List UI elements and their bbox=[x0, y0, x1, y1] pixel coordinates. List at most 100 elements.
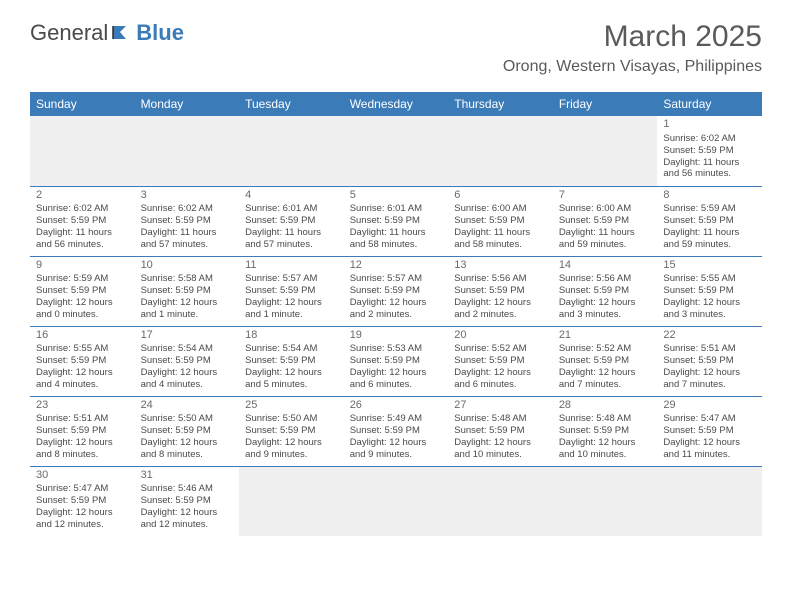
day-cell: 13Sunrise: 5:56 AMSunset: 5:59 PMDayligh… bbox=[448, 256, 553, 326]
sunrise-text: Sunrise: 5:52 AM bbox=[559, 343, 652, 355]
day-cell: 31Sunrise: 5:46 AMSunset: 5:59 PMDayligh… bbox=[135, 466, 240, 536]
sunrise-text: Sunrise: 6:00 AM bbox=[454, 203, 547, 215]
daylight-text: Daylight: 11 hours and 59 minutes. bbox=[663, 227, 756, 251]
day-cell: 27Sunrise: 5:48 AMSunset: 5:59 PMDayligh… bbox=[448, 396, 553, 466]
daylight-text: Daylight: 11 hours and 59 minutes. bbox=[559, 227, 652, 251]
sunset-text: Sunset: 5:59 PM bbox=[350, 425, 443, 437]
sunset-text: Sunset: 5:59 PM bbox=[663, 425, 756, 437]
day-cell: 16Sunrise: 5:55 AMSunset: 5:59 PMDayligh… bbox=[30, 326, 135, 396]
day-cell: 11Sunrise: 5:57 AMSunset: 5:59 PMDayligh… bbox=[239, 256, 344, 326]
sunset-text: Sunset: 5:59 PM bbox=[36, 215, 129, 227]
logo-text-1: General bbox=[30, 20, 108, 46]
day-cell: 29Sunrise: 5:47 AMSunset: 5:59 PMDayligh… bbox=[657, 396, 762, 466]
day-number: 30 bbox=[36, 469, 129, 483]
sunset-text: Sunset: 5:59 PM bbox=[245, 425, 338, 437]
sunrise-text: Sunrise: 6:00 AM bbox=[559, 203, 652, 215]
daylight-text: Daylight: 12 hours and 12 minutes. bbox=[141, 507, 234, 531]
day-cell: 10Sunrise: 5:58 AMSunset: 5:59 PMDayligh… bbox=[135, 256, 240, 326]
day-number: 25 bbox=[245, 399, 338, 413]
title-block: March 2025 Orong, Western Visayas, Phili… bbox=[503, 20, 762, 76]
logo: General Blue bbox=[30, 20, 184, 46]
day-number: 28 bbox=[559, 399, 652, 413]
day-number: 11 bbox=[245, 259, 338, 273]
daylight-text: Daylight: 12 hours and 1 minute. bbox=[245, 297, 338, 321]
day-cell: 4Sunrise: 6:01 AMSunset: 5:59 PMDaylight… bbox=[239, 186, 344, 256]
week-row: 30Sunrise: 5:47 AMSunset: 5:59 PMDayligh… bbox=[30, 466, 762, 536]
day-number: 15 bbox=[663, 259, 756, 273]
daylight-text: Daylight: 11 hours and 58 minutes. bbox=[454, 227, 547, 251]
sunset-text: Sunset: 5:59 PM bbox=[454, 425, 547, 437]
sunrise-text: Sunrise: 5:55 AM bbox=[36, 343, 129, 355]
day-cell: 20Sunrise: 5:52 AMSunset: 5:59 PMDayligh… bbox=[448, 326, 553, 396]
sunrise-text: Sunrise: 5:55 AM bbox=[663, 273, 756, 285]
week-row: 2Sunrise: 6:02 AMSunset: 5:59 PMDaylight… bbox=[30, 186, 762, 256]
sunset-text: Sunset: 5:59 PM bbox=[350, 355, 443, 367]
sunset-text: Sunset: 5:59 PM bbox=[350, 215, 443, 227]
sunset-text: Sunset: 5:59 PM bbox=[663, 355, 756, 367]
day-cell: 21Sunrise: 5:52 AMSunset: 5:59 PMDayligh… bbox=[553, 326, 658, 396]
daylight-text: Daylight: 12 hours and 3 minutes. bbox=[663, 297, 756, 321]
day-cell: 22Sunrise: 5:51 AMSunset: 5:59 PMDayligh… bbox=[657, 326, 762, 396]
day-number: 4 bbox=[245, 189, 338, 203]
daylight-text: Daylight: 12 hours and 5 minutes. bbox=[245, 367, 338, 391]
daylight-text: Daylight: 12 hours and 4 minutes. bbox=[141, 367, 234, 391]
day-cell: 2Sunrise: 6:02 AMSunset: 5:59 PMDaylight… bbox=[30, 186, 135, 256]
sunrise-text: Sunrise: 6:02 AM bbox=[663, 133, 756, 145]
sunrise-text: Sunrise: 5:57 AM bbox=[245, 273, 338, 285]
day-number: 13 bbox=[454, 259, 547, 273]
daylight-text: Daylight: 12 hours and 7 minutes. bbox=[663, 367, 756, 391]
day-cell: 18Sunrise: 5:54 AMSunset: 5:59 PMDayligh… bbox=[239, 326, 344, 396]
daylight-text: Daylight: 12 hours and 11 minutes. bbox=[663, 437, 756, 461]
sunrise-text: Sunrise: 5:53 AM bbox=[350, 343, 443, 355]
sunset-text: Sunset: 5:59 PM bbox=[559, 425, 652, 437]
day-cell: 19Sunrise: 5:53 AMSunset: 5:59 PMDayligh… bbox=[344, 326, 449, 396]
sunrise-text: Sunrise: 6:02 AM bbox=[36, 203, 129, 215]
sunset-text: Sunset: 5:59 PM bbox=[141, 215, 234, 227]
daylight-text: Daylight: 12 hours and 10 minutes. bbox=[454, 437, 547, 461]
day-number: 9 bbox=[36, 259, 129, 273]
sunset-text: Sunset: 5:59 PM bbox=[454, 355, 547, 367]
week-row: 23Sunrise: 5:51 AMSunset: 5:59 PMDayligh… bbox=[30, 396, 762, 466]
day-cell: 14Sunrise: 5:56 AMSunset: 5:59 PMDayligh… bbox=[553, 256, 658, 326]
day-number: 29 bbox=[663, 399, 756, 413]
week-row: 16Sunrise: 5:55 AMSunset: 5:59 PMDayligh… bbox=[30, 326, 762, 396]
day-number: 14 bbox=[559, 259, 652, 273]
sunset-text: Sunset: 5:59 PM bbox=[663, 215, 756, 227]
sunrise-text: Sunrise: 5:50 AM bbox=[245, 413, 338, 425]
day-header: Tuesday bbox=[239, 92, 344, 116]
sunrise-text: Sunrise: 5:49 AM bbox=[350, 413, 443, 425]
sunset-text: Sunset: 5:59 PM bbox=[559, 215, 652, 227]
daylight-text: Daylight: 12 hours and 2 minutes. bbox=[454, 297, 547, 321]
daylight-text: Daylight: 11 hours and 56 minutes. bbox=[36, 227, 129, 251]
sunrise-text: Sunrise: 5:52 AM bbox=[454, 343, 547, 355]
daylight-text: Daylight: 12 hours and 3 minutes. bbox=[559, 297, 652, 321]
sunset-text: Sunset: 5:59 PM bbox=[663, 145, 756, 157]
sunset-text: Sunset: 5:59 PM bbox=[36, 285, 129, 297]
daylight-text: Daylight: 11 hours and 56 minutes. bbox=[663, 157, 756, 181]
empty-cell bbox=[239, 116, 344, 186]
daylight-text: Daylight: 12 hours and 10 minutes. bbox=[559, 437, 652, 461]
sunrise-text: Sunrise: 5:59 AM bbox=[663, 203, 756, 215]
sunset-text: Sunset: 5:59 PM bbox=[559, 355, 652, 367]
sunrise-text: Sunrise: 6:02 AM bbox=[141, 203, 234, 215]
sunrise-text: Sunrise: 5:58 AM bbox=[141, 273, 234, 285]
month-title: March 2025 bbox=[503, 20, 762, 54]
sunrise-text: Sunrise: 5:46 AM bbox=[141, 483, 234, 495]
logo-text-2: Blue bbox=[136, 20, 184, 46]
day-number: 18 bbox=[245, 329, 338, 343]
day-number: 20 bbox=[454, 329, 547, 343]
sunrise-text: Sunrise: 5:50 AM bbox=[141, 413, 234, 425]
empty-cell bbox=[135, 116, 240, 186]
daylight-text: Daylight: 12 hours and 4 minutes. bbox=[36, 367, 129, 391]
day-header-row: SundayMondayTuesdayWednesdayThursdayFrid… bbox=[30, 92, 762, 116]
daylight-text: Daylight: 11 hours and 57 minutes. bbox=[245, 227, 338, 251]
sunrise-text: Sunrise: 5:48 AM bbox=[559, 413, 652, 425]
empty-cell bbox=[30, 116, 135, 186]
sunrise-text: Sunrise: 5:54 AM bbox=[141, 343, 234, 355]
logo-flag-icon bbox=[112, 25, 132, 41]
sunset-text: Sunset: 5:59 PM bbox=[36, 425, 129, 437]
day-header: Sunday bbox=[30, 92, 135, 116]
sunrise-text: Sunrise: 6:01 AM bbox=[350, 203, 443, 215]
daylight-text: Daylight: 12 hours and 0 minutes. bbox=[36, 297, 129, 321]
sunrise-text: Sunrise: 5:56 AM bbox=[454, 273, 547, 285]
